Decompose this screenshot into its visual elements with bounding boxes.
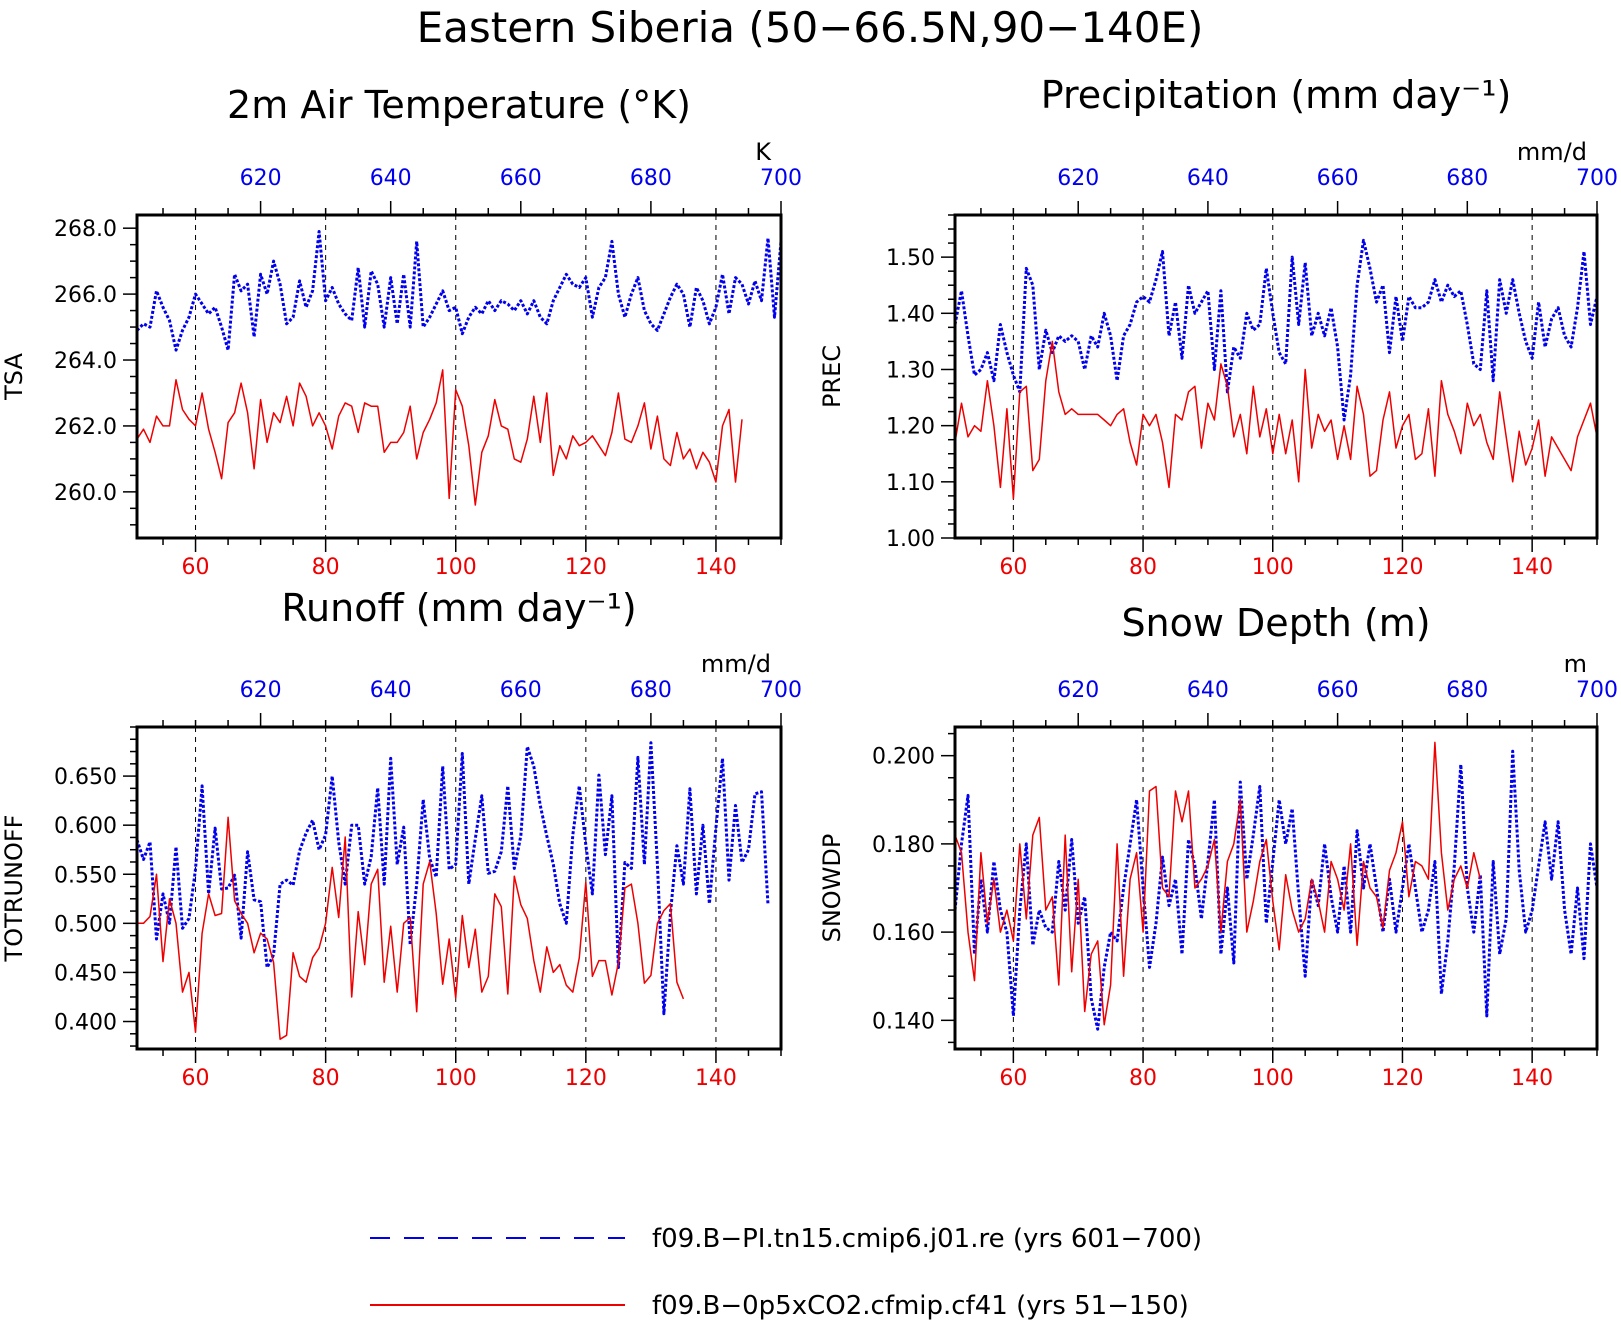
x-bottom-tick-label: 80 bbox=[312, 1066, 340, 1091]
legend-label-2: f09.B−0p5xCO2.cfmip.cf41 (yrs 51−150) bbox=[652, 1291, 1189, 1321]
x-top-tick-label: 660 bbox=[500, 166, 542, 191]
x-top-tick-label: 660 bbox=[500, 678, 542, 703]
x-bottom-tick-label: 120 bbox=[565, 1066, 607, 1091]
x-top-tick-label: 700 bbox=[1576, 678, 1618, 703]
series-pi-line bbox=[955, 238, 1597, 422]
plot-frame bbox=[953, 725, 1599, 1051]
x-bottom-tick-label: 80 bbox=[1129, 1066, 1157, 1091]
x-bottom-tick-label: 100 bbox=[1252, 1066, 1294, 1091]
y-tick-label: 260.0 bbox=[54, 481, 117, 506]
x-bottom-tick-label: 100 bbox=[435, 555, 477, 580]
x-top-tick-label: 640 bbox=[370, 678, 412, 703]
panels: 2m Air Temperature (°K) 260.0 262.0 264.0 26… bbox=[0, 73, 1618, 1091]
x-top-tick-label: 680 bbox=[630, 166, 672, 191]
y-tick-label: 0.200 bbox=[872, 745, 935, 770]
series-co2-line bbox=[137, 369, 743, 506]
y-tick-label: 266.0 bbox=[54, 283, 117, 308]
panel-2: Precipitation (mm day⁻¹) 1.00 1.10 1.20 1.30… bbox=[818, 73, 1618, 580]
y-axis-label: SNOWDP bbox=[818, 834, 846, 943]
x-top-tick-label: 700 bbox=[760, 678, 802, 703]
y-axis-label: PREC bbox=[818, 345, 846, 408]
unit-label: K bbox=[755, 138, 772, 166]
y-tick-label: 0.550 bbox=[54, 863, 117, 888]
x-bottom-tick-label: 80 bbox=[1129, 555, 1157, 580]
panel-title: Precipitation (mm day⁻¹) bbox=[1041, 73, 1512, 117]
x-top-tick-label: 640 bbox=[1187, 166, 1229, 191]
x-bottom-tick-label: 80 bbox=[312, 555, 340, 580]
panel-3: Runoff (mm day⁻¹) 0.400 0.450 0.500 0.550 0.6… bbox=[0, 586, 802, 1091]
y-tick-label: 1.10 bbox=[886, 471, 935, 496]
y-tick-label: 268.0 bbox=[54, 217, 117, 242]
y-tick-label: 1.50 bbox=[886, 246, 935, 271]
y-tick-label: 0.400 bbox=[54, 1011, 117, 1036]
x-bottom-tick-label: 120 bbox=[565, 555, 607, 580]
x-bottom-tick-label: 60 bbox=[182, 555, 210, 580]
x-bottom-tick-label: 140 bbox=[695, 555, 737, 580]
legend: f09.B−PI.tn15.cmip6.j01.re (yrs 601−700)… bbox=[370, 1224, 1202, 1321]
panel-title: 2m Air Temperature (°K) bbox=[227, 83, 691, 127]
unit-label: mm/d bbox=[701, 650, 771, 678]
panel-title: Runoff (mm day⁻¹) bbox=[281, 586, 636, 630]
series-pi-line bbox=[955, 749, 1597, 1031]
y-tick-label: 0.650 bbox=[54, 765, 117, 790]
y-tick-label: 0.600 bbox=[54, 814, 117, 839]
y-tick-label: 0.450 bbox=[54, 961, 117, 986]
y-tick-label: 1.20 bbox=[886, 415, 935, 440]
x-top-tick-label: 680 bbox=[1446, 678, 1488, 703]
panel-1: 2m Air Temperature (°K) 260.0 262.0 264.0 26… bbox=[0, 83, 802, 580]
plot-frame bbox=[135, 725, 783, 1051]
x-top-tick-label: 620 bbox=[240, 166, 282, 191]
y-axis-label: TSA bbox=[0, 353, 28, 401]
series-co2-line bbox=[955, 741, 1482, 1026]
y-axis-label: TOTRUNOFF bbox=[0, 815, 28, 963]
x-bottom-tick-label: 120 bbox=[1381, 555, 1423, 580]
legend-label-1: f09.B−PI.tn15.cmip6.j01.re (yrs 601−700) bbox=[652, 1224, 1202, 1254]
series-co2-line bbox=[137, 816, 685, 1040]
y-tick-label: 0.500 bbox=[54, 912, 117, 937]
x-bottom-tick-label: 140 bbox=[1511, 555, 1553, 580]
y-tick-label: 1.30 bbox=[886, 358, 935, 383]
x-bottom-tick-label: 120 bbox=[1381, 1066, 1423, 1091]
y-tick-label: 0.180 bbox=[872, 833, 935, 858]
panel-title: Snow Depth (m) bbox=[1121, 601, 1430, 645]
series-pi-line bbox=[137, 230, 781, 352]
x-bottom-tick-label: 60 bbox=[999, 1066, 1027, 1091]
unit-label: m bbox=[1564, 650, 1587, 678]
panel-4: Snow Depth (m) 0.140 0.160 0.180 0.200 60 80 10… bbox=[818, 601, 1618, 1091]
figure-title: Eastern Siberia (50−66.5N,90−140E) bbox=[417, 3, 1204, 52]
series-co2-line bbox=[955, 340, 1597, 500]
y-tick-label: 262.0 bbox=[54, 415, 117, 440]
x-bottom-tick-label: 60 bbox=[182, 1066, 210, 1091]
x-top-tick-label: 680 bbox=[630, 678, 672, 703]
y-tick-label: 1.00 bbox=[886, 527, 935, 552]
series-group bbox=[955, 741, 1597, 1031]
x-bottom-tick-label: 100 bbox=[435, 1066, 477, 1091]
series-group bbox=[137, 230, 781, 506]
plot-frame bbox=[135, 213, 783, 540]
x-top-tick-label: 700 bbox=[1576, 166, 1618, 191]
x-top-tick-label: 700 bbox=[760, 166, 802, 191]
x-top-tick-label: 640 bbox=[1187, 678, 1229, 703]
x-bottom-tick-label: 140 bbox=[1511, 1066, 1553, 1091]
y-tick-label: 0.140 bbox=[872, 1009, 935, 1034]
x-top-tick-label: 660 bbox=[1317, 166, 1359, 191]
series-group bbox=[137, 741, 770, 1040]
x-bottom-tick-label: 60 bbox=[999, 555, 1027, 580]
x-top-tick-label: 680 bbox=[1446, 166, 1488, 191]
plot-frame bbox=[953, 213, 1599, 540]
x-bottom-tick-label: 140 bbox=[695, 1066, 737, 1091]
series-group bbox=[955, 238, 1597, 500]
series-pi-line bbox=[137, 741, 770, 1016]
y-tick-label: 1.40 bbox=[886, 302, 935, 327]
x-top-tick-label: 620 bbox=[1057, 166, 1099, 191]
y-tick-label: 264.0 bbox=[54, 349, 117, 374]
x-top-tick-label: 620 bbox=[240, 678, 282, 703]
unit-label: mm/d bbox=[1517, 138, 1587, 166]
x-top-tick-label: 640 bbox=[370, 166, 412, 191]
y-tick-label: 0.160 bbox=[872, 921, 935, 946]
x-top-tick-label: 620 bbox=[1057, 678, 1099, 703]
x-bottom-tick-label: 100 bbox=[1252, 555, 1294, 580]
x-top-tick-label: 660 bbox=[1317, 678, 1359, 703]
